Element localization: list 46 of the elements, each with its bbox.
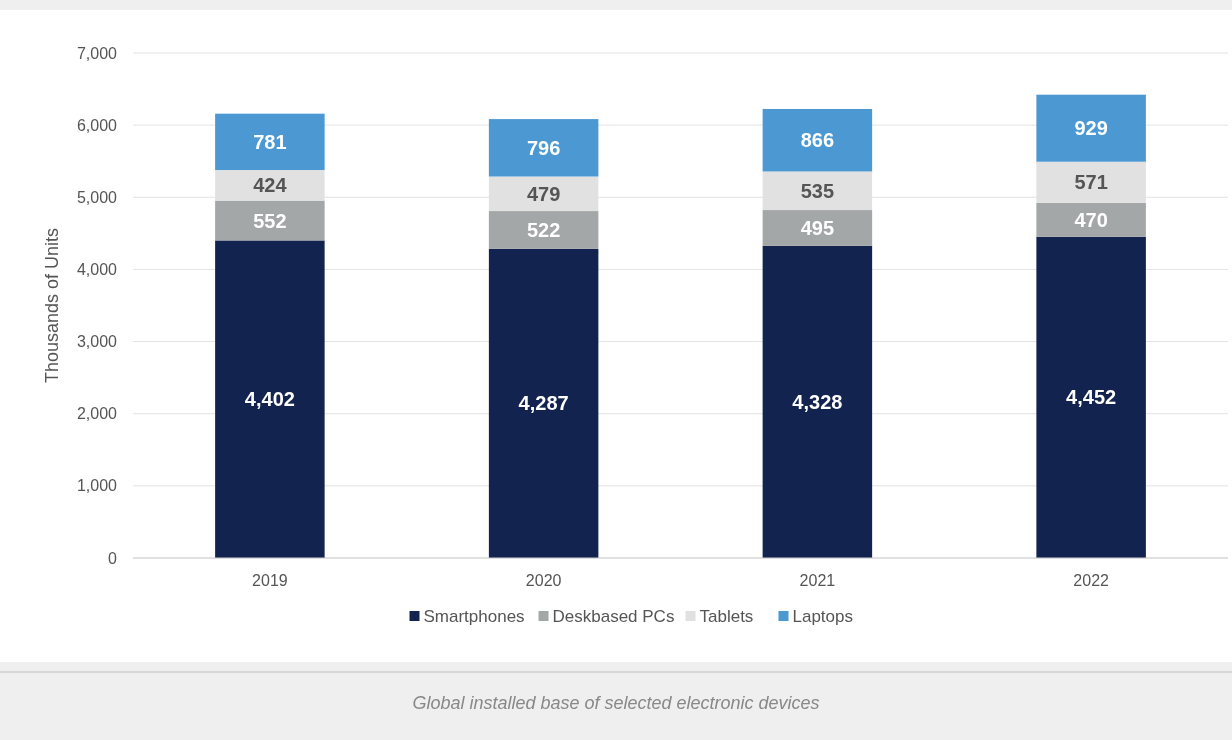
bar	[215, 240, 325, 558]
data-label: 571	[1074, 171, 1108, 194]
bar	[1036, 236, 1146, 558]
data-label: 4,287	[518, 392, 569, 415]
data-label: 495	[800, 216, 835, 239]
y-tick-label: 3,000	[76, 333, 118, 351]
data-label: 781	[253, 130, 287, 153]
legend-label: Deskbased PCs	[552, 606, 675, 626]
legend-label: Tablets	[699, 606, 754, 626]
data-label: 552	[253, 209, 287, 232]
data-label: 4,328	[792, 390, 843, 413]
x-tick-label: 2019	[252, 572, 288, 589]
x-tick-label: 2021	[799, 572, 836, 589]
y-tick-label: 5,000	[76, 188, 118, 206]
bar	[1036, 202, 1146, 237]
bar	[488, 248, 599, 558]
y-tick-label: 2,000	[76, 405, 118, 423]
x-tick-label: 2020	[525, 572, 562, 589]
bar	[488, 211, 599, 249]
y-tick-label: 7,000	[76, 44, 118, 62]
bar	[1036, 94, 1146, 162]
y-tick-label: 0	[108, 549, 118, 567]
bar	[762, 210, 873, 246]
bar	[215, 113, 325, 171]
y-tick-label: 4,000	[76, 261, 118, 279]
data-label: 535	[800, 179, 835, 202]
data-label: 470	[1074, 208, 1108, 231]
data-label: 796	[526, 136, 561, 159]
x-tick-label: 2022	[1073, 572, 1110, 589]
y-tick-label: 6,000	[76, 116, 118, 134]
data-label: 866	[800, 129, 835, 152]
data-label: 522	[526, 218, 561, 241]
data-label: 424	[253, 174, 288, 197]
bar	[762, 245, 873, 558]
bar	[488, 119, 599, 177]
y-tick-label: 1,000	[76, 477, 118, 495]
legend-label: Smartphones	[423, 606, 525, 626]
y-axis-title: Thousands of Units	[42, 227, 62, 384]
bar	[215, 200, 325, 241]
data-label: 479	[526, 182, 561, 205]
legend-label: Laptops	[792, 606, 853, 626]
data-label: 4,452	[1066, 386, 1117, 409]
data-label: 4,402	[244, 388, 295, 411]
bar	[762, 108, 873, 172]
data-label: 929	[1074, 117, 1108, 140]
text: Global installed base of selected electronic devices	[412, 693, 820, 714]
